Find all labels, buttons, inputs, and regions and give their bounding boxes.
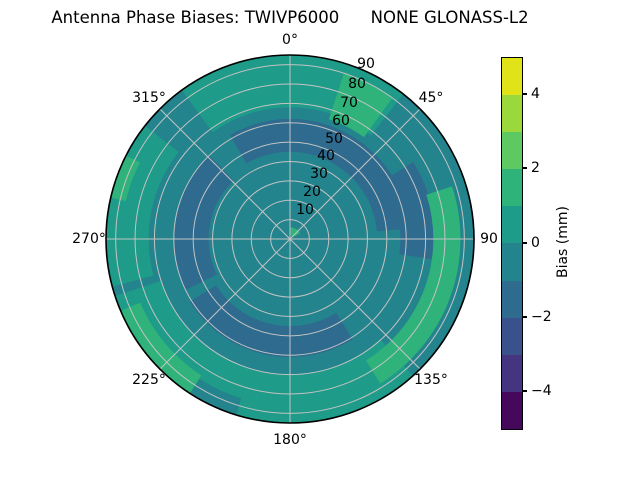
colorbar-tick	[522, 242, 527, 244]
colorbar-band	[502, 206, 522, 244]
theta-tick-label: 135°	[414, 372, 448, 388]
colorbar-tick-label: −2	[531, 309, 552, 325]
colorbar-tick-label: 2	[531, 160, 540, 176]
colorbar-axis-label: Bias (mm)	[555, 205, 571, 279]
colorbar-tick	[522, 316, 527, 318]
colorbar-tick	[522, 390, 527, 392]
colorbar-band	[502, 317, 522, 355]
r-tick-label: 80	[348, 76, 366, 92]
grid-spoke	[289, 108, 421, 240]
contour-region-dark-arc-north	[229, 118, 410, 232]
r-tick-label: 30	[310, 166, 328, 182]
contour-region-green-patch-southwest	[120, 302, 202, 394]
contour-region-green-patch-east	[365, 186, 461, 384]
r-tick-label: 40	[317, 148, 335, 164]
contour-region-green-dot-center	[290, 227, 301, 238]
grid-spoke	[159, 238, 291, 370]
contour-region-dark-arc-east	[383, 162, 436, 260]
colorbar-band	[502, 169, 522, 207]
theta-tick-label: 45°	[418, 90, 444, 106]
colorbar-band	[502, 58, 522, 96]
colorbar-tick-label: −4	[531, 383, 552, 399]
theta-tick-label: 270°	[72, 231, 106, 247]
colorbar-tick-label: 4	[531, 86, 540, 102]
colorbar-band	[502, 391, 522, 429]
theta-tick-label: 225°	[132, 372, 166, 388]
colorbar-tick	[522, 93, 527, 95]
colorbar-band	[502, 132, 522, 170]
colorbar-bands	[502, 58, 522, 429]
colorbar-tick	[522, 167, 527, 169]
colorbar-tick-label: 0	[531, 235, 540, 251]
colorbar-band	[502, 280, 522, 318]
colorbar	[501, 57, 523, 430]
colorbar-band	[502, 95, 522, 133]
theta-tick-label: 0°	[282, 32, 298, 48]
r-tick-label: 70	[340, 95, 358, 111]
r-tick-label: 60	[332, 113, 350, 129]
r-tick-label: 50	[325, 131, 343, 147]
contour-region-green-patch-northwest	[110, 155, 140, 202]
contour-region-green-patch-north	[328, 73, 393, 138]
polar-outline	[105, 54, 475, 424]
colorbar-band	[502, 354, 522, 392]
r-tick-label: 20	[303, 184, 321, 200]
r-tick-label: 10	[296, 202, 314, 218]
theta-tick-label: 90	[480, 231, 498, 247]
r-tick-label: 90	[357, 56, 375, 72]
grid-spoke	[159, 108, 291, 240]
theta-tick-label: 180°	[273, 432, 307, 448]
plot-title: Antenna Phase Biases: TWIVP6000 NONE GLO…	[51, 8, 529, 27]
theta-tick-label: 315°	[132, 90, 166, 106]
colorbar-band	[502, 243, 522, 281]
contour-region-dark-arc-west	[173, 155, 234, 290]
grid-spoke	[289, 238, 421, 370]
